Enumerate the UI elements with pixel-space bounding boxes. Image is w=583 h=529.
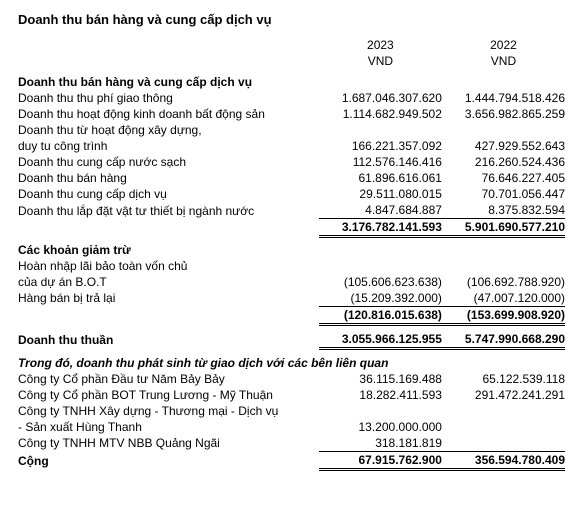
row-label: Doanh thu thu phí giao thông (18, 90, 319, 106)
row-value: (15.209.392.000) (319, 290, 442, 307)
row-value: 3.656.982.865.259 (442, 106, 565, 122)
row-value (442, 419, 565, 435)
subtotal-row: (120.816.015.638) (153.699.908.920) (18, 306, 565, 324)
row-label: Hoàn nhập lãi bảo toàn vốn chủ (18, 258, 319, 274)
row-value: 1.114.682.949.502 (319, 106, 442, 122)
row-label: Hàng bán bị trả lại (18, 290, 319, 307)
row-value: 166.221.357.092 (319, 138, 442, 154)
row-label: Doanh thu cung cấp nước sạch (18, 154, 319, 170)
table-row: Doanh thu thu phí giao thông 1.687.046.3… (18, 90, 565, 106)
table-row: Doanh thu cung cấp dịch vụ 29.511.080.01… (18, 186, 565, 202)
row-label-cont: của dự án B.O.T (18, 274, 319, 290)
row-value: 70.701.056.447 (442, 186, 565, 202)
table-row: Công ty Cổ phần BOT Trung Lương - Mỹ Thu… (18, 387, 565, 403)
total-label: Cộng (18, 451, 319, 469)
net-value: 3.055.966.125.955 (319, 324, 442, 348)
table-row: duy tu công trình 166.221.357.092 427.92… (18, 138, 565, 154)
net-revenue-row: Doanh thu thuần 3.055.966.125.955 5.747.… (18, 324, 565, 348)
financial-table: 2023 2022 VND VND Doanh thu bán hàng và … (18, 37, 565, 471)
row-value: 61.896.616.061 (319, 170, 442, 186)
row-value: 291.472.241.291 (442, 387, 565, 403)
subtotal-value: (120.816.015.638) (319, 306, 442, 324)
section-header-related: Trong đó, doanh thu phát sinh từ giao dị… (18, 348, 565, 371)
table-row: Hàng bán bị trả lại (15.209.392.000) (47… (18, 290, 565, 307)
net-value: 5.747.990.668.290 (442, 324, 565, 348)
row-label: Doanh thu hoạt động kinh doanh bất động … (18, 106, 319, 122)
row-value: 216.260.524.436 (442, 154, 565, 170)
row-label-cont: - Sản xuất Hùng Thanh (18, 419, 319, 435)
table-row: Công ty TNHH Xây dựng - Thương mại - Dịc… (18, 403, 565, 419)
row-label-cont: duy tu công trình (18, 138, 319, 154)
col-year-2: 2022 (442, 37, 565, 53)
row-label: Công ty TNHH MTV NBB Quảng Ngãi (18, 435, 319, 452)
total-row: Cộng 67.915.762.900 356.594.780.409 (18, 451, 565, 469)
row-value (442, 435, 565, 452)
row-value: 65.122.539.118 (442, 371, 565, 387)
table-row: Doanh thu hoạt động kinh doanh bất động … (18, 106, 565, 122)
row-value: 4.847.684.887 (319, 202, 442, 219)
row-value: 112.576.146.416 (319, 154, 442, 170)
row-value: 1.444.794.518.426 (442, 90, 565, 106)
table-row: Công ty Cổ phần Đầu tư Năm Bảy Bảy 36.11… (18, 371, 565, 387)
subtotal-value: (153.699.908.920) (442, 306, 565, 324)
row-value: 1.687.046.307.620 (319, 90, 442, 106)
row-value: 427.929.552.643 (442, 138, 565, 154)
net-label: Doanh thu thuần (18, 324, 319, 348)
row-value: 76.646.227.405 (442, 170, 565, 186)
row-value: 29.511.080.015 (319, 186, 442, 202)
subtotal-row: 3.176.782.141.593 5.901.690.577.210 (18, 219, 565, 237)
table-row: Hoàn nhập lãi bảo toàn vốn chủ (18, 258, 565, 274)
subtotal-value: 5.901.690.577.210 (442, 219, 565, 237)
row-label: Công ty TNHH Xây dựng - Thương mại - Dịc… (18, 403, 319, 419)
section-header-deduct: Các khoản giảm trừ (18, 237, 319, 258)
table-row: Doanh thu từ hoạt động xây dựng, (18, 122, 565, 138)
total-value: 356.594.780.409 (442, 451, 565, 469)
row-value: 36.115.169.488 (319, 371, 442, 387)
col-unit-1: VND (319, 53, 442, 69)
table-title: Doanh thu bán hàng và cung cấp dịch vụ (18, 12, 565, 27)
row-label: Doanh thu bán hàng (18, 170, 319, 186)
table-row: Doanh thu cung cấp nước sạch 112.576.146… (18, 154, 565, 170)
table-row: của dự án B.O.T (105.606.623.638) (106.6… (18, 274, 565, 290)
row-label: Doanh thu từ hoạt động xây dựng, (18, 122, 319, 138)
row-label: Công ty Cổ phần Đầu tư Năm Bảy Bảy (18, 371, 319, 387)
row-value: 13.200.000.000 (319, 419, 442, 435)
section-header-revenue: Doanh thu bán hàng và cung cấp dịch vụ (18, 69, 319, 90)
row-label: Doanh thu lắp đặt vật tư thiết bị ngành … (18, 202, 319, 219)
row-value: (106.692.788.920) (442, 274, 565, 290)
table-row: - Sản xuất Hùng Thanh 13.200.000.000 (18, 419, 565, 435)
row-label: Công ty Cổ phần BOT Trung Lương - Mỹ Thu… (18, 387, 319, 403)
row-value: (105.606.623.638) (319, 274, 442, 290)
row-value: 8.375.832.594 (442, 202, 565, 219)
table-row: Công ty TNHH MTV NBB Quảng Ngãi 318.181.… (18, 435, 565, 452)
table-row: Doanh thu bán hàng 61.896.616.061 76.646… (18, 170, 565, 186)
row-value: (47.007.120.000) (442, 290, 565, 307)
row-value: 318.181.819 (319, 435, 442, 452)
col-unit-2: VND (442, 53, 565, 69)
col-year-1: 2023 (319, 37, 442, 53)
table-row: Doanh thu lắp đặt vật tư thiết bị ngành … (18, 202, 565, 219)
subtotal-value: 3.176.782.141.593 (319, 219, 442, 237)
row-value: 18.282.411.593 (319, 387, 442, 403)
total-value: 67.915.762.900 (319, 451, 442, 469)
row-label: Doanh thu cung cấp dịch vụ (18, 186, 319, 202)
